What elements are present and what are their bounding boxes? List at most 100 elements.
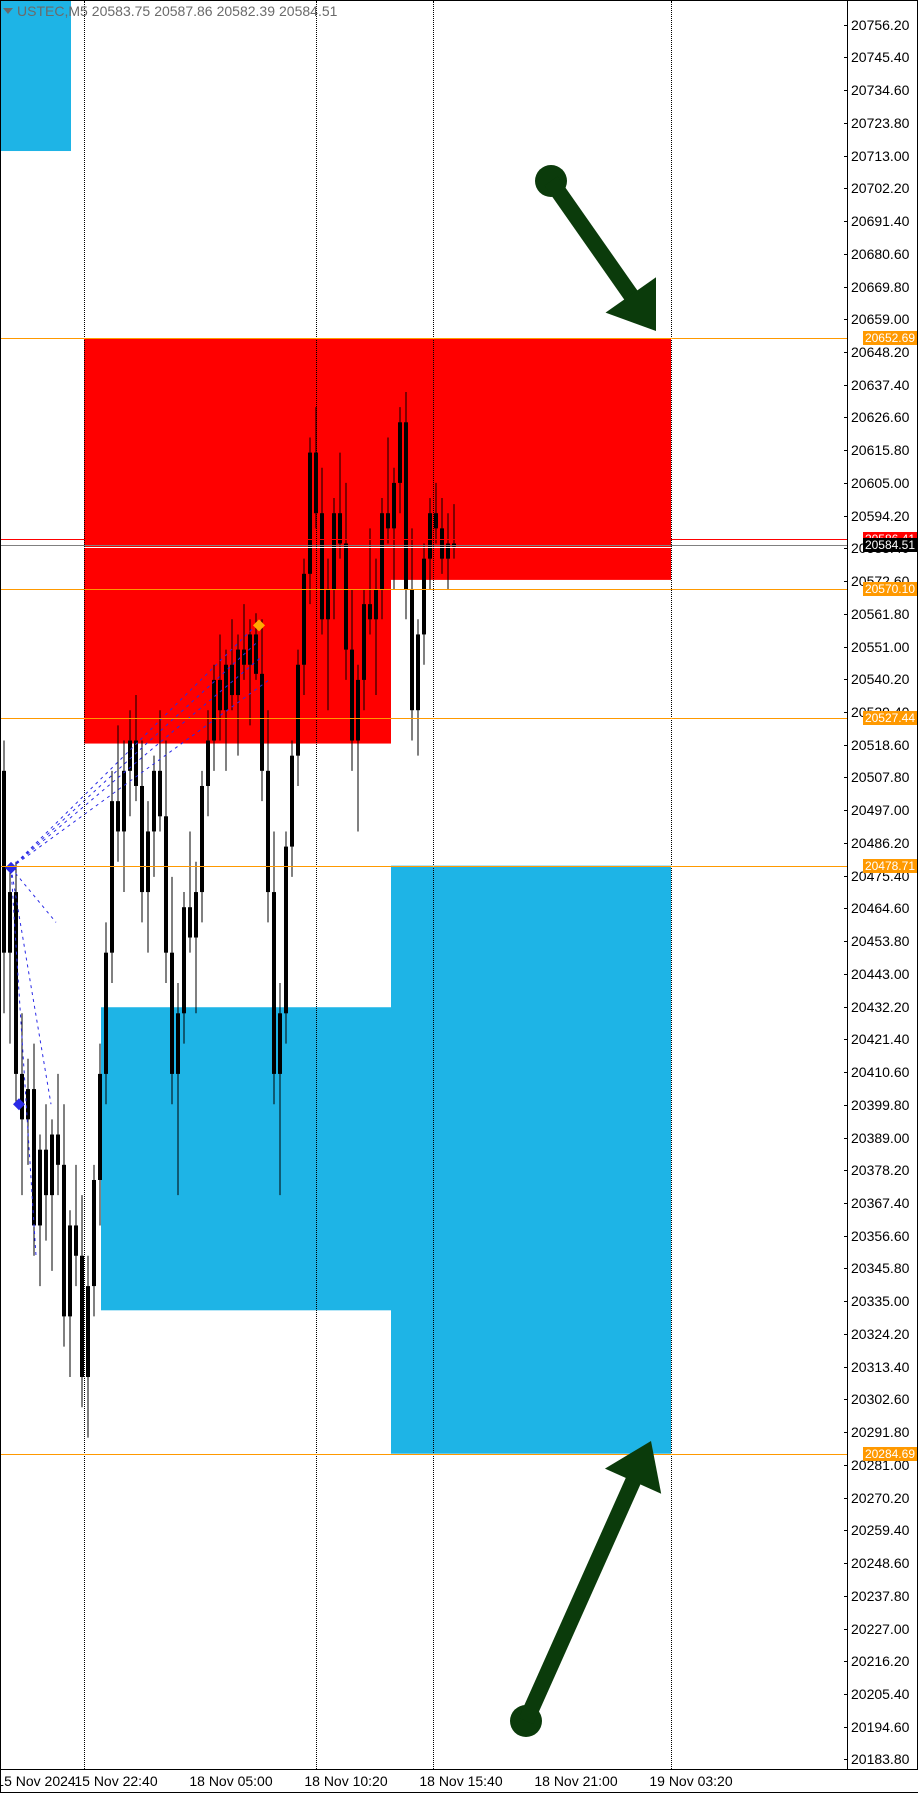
x-tick-label: 19 Nov 03:20	[649, 1773, 732, 1789]
y-tick-label: 20669.80	[851, 279, 909, 295]
horizontal-level[interactable]	[1, 589, 849, 590]
y-tick-mark	[844, 254, 848, 255]
ohlc-close: 20584.51	[279, 3, 337, 19]
y-tick-label: 20605.00	[851, 475, 909, 491]
y-tick-mark	[844, 1694, 848, 1695]
y-tick-mark	[844, 188, 848, 189]
y-tick-label: 20594.20	[851, 508, 909, 524]
y-tick-mark	[844, 287, 848, 288]
y-tick-mark	[844, 876, 848, 877]
y-tick-mark	[844, 1268, 848, 1269]
plot-area[interactable]: USTEC,M5 20583.75 20587.86 20582.39 2058…	[1, 1, 849, 1771]
y-tick-mark	[844, 712, 848, 713]
y-tick-mark	[844, 1596, 848, 1597]
y-tick-mark	[844, 90, 848, 91]
chart-title-bar[interactable]: USTEC,M5 20583.75 20587.86 20582.39 2058…	[3, 3, 337, 19]
price-level-label: 20284.69	[863, 1447, 917, 1461]
y-tick-mark	[844, 1039, 848, 1040]
time-axis[interactable]: 15 Nov 202415 Nov 22:4018 Nov 05:0018 No…	[1, 1769, 918, 1792]
y-tick-label: 20259.40	[851, 1522, 909, 1538]
y-tick-mark	[844, 647, 848, 648]
y-tick-mark	[844, 1367, 848, 1368]
y-tick-mark	[844, 1498, 848, 1499]
y-tick-mark	[844, 1170, 848, 1171]
session-vline[interactable]	[433, 1, 434, 1771]
y-tick-label: 20497.00	[851, 802, 909, 818]
ohlc-high: 20587.86	[154, 3, 212, 19]
y-tick-label: 20183.80	[851, 1751, 909, 1767]
y-tick-mark	[844, 1203, 848, 1204]
horizontal-level[interactable]	[1, 718, 849, 719]
horizontal-level[interactable]	[1, 338, 849, 339]
price-level-label: 20527.44	[863, 711, 917, 725]
y-tick-mark	[844, 1661, 848, 1662]
y-tick-mark	[844, 1105, 848, 1106]
y-tick-mark	[844, 483, 848, 484]
y-tick-label: 20270.20	[851, 1490, 909, 1506]
x-tick-label: 18 Nov 05:00	[189, 1773, 272, 1789]
y-tick-label: 20389.00	[851, 1130, 909, 1146]
y-tick-mark	[844, 1072, 848, 1073]
y-tick-label: 20551.00	[851, 639, 909, 655]
y-tick-label: 20648.20	[851, 344, 909, 360]
y-tick-label: 20702.20	[851, 180, 909, 196]
y-tick-mark	[844, 319, 848, 320]
x-tick-label: 18 Nov 21:00	[534, 1773, 617, 1789]
y-tick-label: 20626.60	[851, 409, 909, 425]
y-tick-label: 20756.20	[851, 17, 909, 33]
y-tick-label: 20745.40	[851, 49, 909, 65]
y-tick-label: 20443.00	[851, 966, 909, 982]
y-tick-label: 20227.00	[851, 1621, 909, 1637]
y-tick-label: 20540.20	[851, 671, 909, 687]
y-tick-label: 20561.80	[851, 606, 909, 622]
y-tick-label: 20410.60	[851, 1064, 909, 1080]
y-tick-mark	[844, 417, 848, 418]
y-tick-mark	[844, 25, 848, 26]
y-tick-mark	[844, 843, 848, 844]
y-tick-label: 20507.80	[851, 769, 909, 785]
y-tick-label: 20324.20	[851, 1326, 909, 1342]
x-tick-label: 15 Nov 22:40	[74, 1773, 157, 1789]
chart-container: USTEC,M5 20583.75 20587.86 20582.39 2058…	[0, 0, 918, 1793]
y-tick-label: 20356.60	[851, 1228, 909, 1244]
y-tick-mark	[844, 385, 848, 386]
horizontal-level[interactable]	[1, 1454, 849, 1455]
y-tick-mark	[844, 745, 848, 746]
horizontal-level[interactable]	[1, 547, 849, 548]
y-tick-label: 20432.20	[851, 999, 909, 1015]
y-tick-mark	[844, 1759, 848, 1760]
y-tick-label: 20367.40	[851, 1195, 909, 1211]
y-tick-mark	[844, 1465, 848, 1466]
price-level-label: 20652.69	[863, 331, 917, 345]
y-tick-mark	[844, 1432, 848, 1433]
session-vline[interactable]	[671, 1, 672, 1771]
horizontal-level[interactable]	[1, 866, 849, 867]
y-tick-mark	[844, 1727, 848, 1728]
x-tick-label: 18 Nov 15:40	[419, 1773, 502, 1789]
horizontal-level[interactable]	[1, 539, 849, 540]
y-tick-label: 20421.40	[851, 1031, 909, 1047]
y-tick-label: 20734.60	[851, 82, 909, 98]
y-tick-mark	[844, 450, 848, 451]
session-vline[interactable]	[316, 1, 317, 1771]
y-tick-mark	[844, 221, 848, 222]
y-tick-mark	[844, 1563, 848, 1564]
price-level-label: 20570.10	[863, 582, 917, 596]
y-tick-label: 20399.80	[851, 1097, 909, 1113]
symbol-title: USTEC,M5	[17, 3, 88, 19]
y-tick-mark	[844, 1629, 848, 1630]
y-tick-label: 20713.00	[851, 148, 909, 164]
y-tick-mark	[844, 516, 848, 517]
y-tick-label: 20453.80	[851, 933, 909, 949]
y-tick-mark	[844, 1301, 848, 1302]
session-vline[interactable]	[84, 1, 85, 1771]
price-axis[interactable]: 20183.8020194.6020205.4020216.2020227.00…	[847, 1, 917, 1771]
chevron-down-icon[interactable]	[3, 8, 13, 14]
y-tick-label: 20205.40	[851, 1686, 909, 1702]
y-tick-label: 20302.60	[851, 1391, 909, 1407]
y-tick-mark	[844, 1138, 848, 1139]
x-tick-label: 18 Nov 10:20	[304, 1773, 387, 1789]
y-tick-mark	[844, 1007, 848, 1008]
price-level-label: 20584.51	[863, 538, 917, 552]
y-tick-label: 20615.80	[851, 442, 909, 458]
